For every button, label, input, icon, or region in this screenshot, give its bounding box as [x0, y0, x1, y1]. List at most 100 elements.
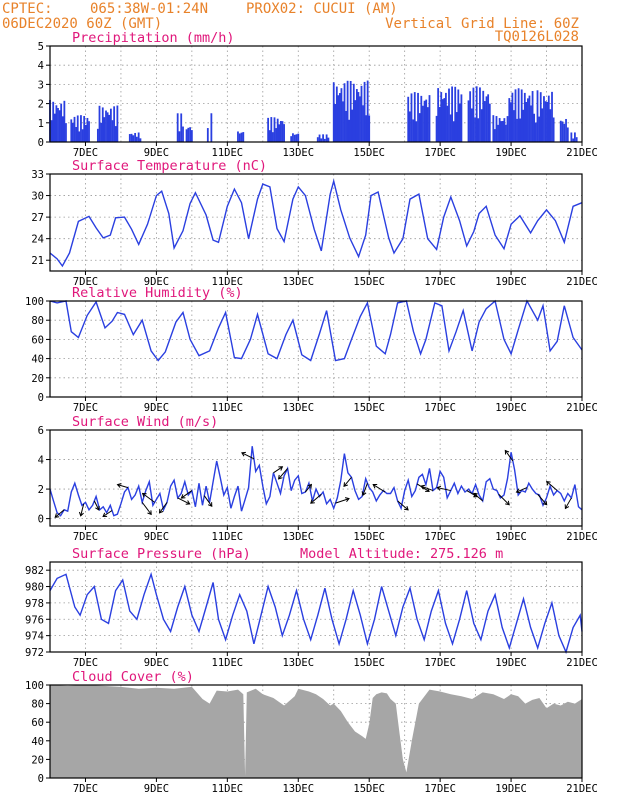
precipitation-bar: [559, 120, 562, 142]
wind-arrow: [273, 466, 284, 474]
precipitation-bar: [106, 112, 109, 142]
precipitation-bar: [574, 132, 576, 142]
precipitation-bar: [281, 121, 284, 142]
precipitation-bar: [60, 103, 63, 142]
wind-arrow: [343, 476, 352, 488]
precipitation-bar: [451, 86, 454, 142]
precipitation-bar: [275, 128, 277, 142]
humidity-title: Relative Humidity (%): [72, 285, 243, 301]
wind-xtick-label: 13DEC: [282, 531, 314, 543]
pressure-ytick-label: 976: [25, 614, 44, 626]
humidity-xtick-label: 11DEC: [212, 402, 244, 414]
wind-arrow-shaft: [102, 510, 113, 517]
precipitation-bar: [517, 88, 520, 142]
precipitation-bar: [71, 122, 74, 142]
precipitation-bar: [206, 128, 209, 142]
precipitation-bar: [278, 124, 281, 142]
wind-arrow-shaft: [304, 484, 312, 493]
precipitation-bar: [475, 86, 478, 142]
wind-arrow: [177, 497, 191, 505]
wind-arrow-head: [343, 482, 348, 488]
precipitation-bar: [180, 113, 183, 142]
precipitation-bar: [505, 124, 507, 142]
wind-arrow-head: [102, 512, 108, 518]
precipitation-bar: [437, 88, 440, 142]
precipitation-bar: [460, 94, 463, 142]
wind-arrow: [116, 483, 129, 489]
precipitation-bar: [485, 96, 488, 142]
wind-arrow-shaft: [241, 452, 255, 460]
precipitation-xtick-label: 11DEC: [212, 147, 244, 159]
pressure-xtick-label: 9DEC: [144, 657, 169, 669]
wind-arrow-head: [564, 504, 570, 510]
precipitation-xtick-label: 15DEC: [353, 147, 385, 159]
wind-arrow-head: [546, 481, 551, 486]
cloud-cover-title: Cloud Cover (%): [72, 669, 194, 685]
precipitation-bar: [527, 98, 529, 142]
wind-line: [49, 446, 583, 517]
precipitation-bar: [360, 85, 363, 142]
precipitation-bar: [134, 132, 137, 142]
precipitation-bar: [273, 117, 276, 142]
pressure-xtick-label: 19DEC: [495, 657, 527, 669]
precipitation-bar: [283, 124, 285, 142]
pressure-ytick-label: 978: [25, 598, 44, 610]
wind-arrow-head: [207, 502, 213, 507]
wind-arrow-head: [504, 449, 510, 455]
temperature-ytick-label: 27: [31, 212, 44, 224]
wind-arrow: [158, 502, 168, 514]
precipitation-bar: [182, 126, 184, 142]
precipitation-bar: [109, 108, 112, 142]
precipitation-bar: [426, 107, 429, 142]
precipitation-bar: [503, 118, 506, 142]
wind-title: Surface Wind (m/s): [72, 414, 218, 430]
wind-arrow: [498, 493, 510, 506]
precipitation-bar: [351, 109, 354, 142]
precipitation-bar: [276, 118, 279, 142]
precipitation-bar: [63, 100, 66, 142]
wind-arrow-shaft: [80, 503, 85, 516]
temperature-xtick-label: 17DEC: [424, 276, 456, 288]
wind-arrow-shaft: [343, 476, 352, 487]
wind-arrow-shaft: [54, 509, 65, 518]
precipitation-bar: [348, 119, 351, 142]
pressure-ytick-label: 982: [25, 565, 44, 577]
wind-arrow: [141, 502, 152, 516]
precipitation-bar: [444, 92, 447, 142]
precipitation-bar: [57, 108, 59, 142]
precipitation-bar: [448, 88, 450, 142]
humidity-xtick-label: 7DEC: [73, 402, 98, 414]
precipitation-bar: [458, 103, 461, 142]
precipitation-bar: [498, 118, 501, 142]
wind-arrow: [537, 493, 548, 506]
precipitation-bar: [495, 116, 498, 142]
precipitation-bar: [359, 96, 361, 142]
temperature-line: [49, 178, 583, 268]
header-code: TQ0126L028: [495, 29, 579, 45]
wind-arrow: [277, 468, 289, 480]
precipitation-bar: [423, 100, 426, 142]
cloud-cover-ytick-label: 100: [25, 680, 44, 692]
precipitation-bar: [470, 108, 473, 142]
precipitation-bar: [563, 123, 566, 142]
precipitation-bar: [506, 116, 509, 142]
temperature-frame: [49, 173, 583, 272]
precipitation-bar: [543, 96, 545, 142]
humidity-xtick-label: 19DEC: [495, 402, 527, 414]
precipitation-bar: [128, 134, 131, 142]
precipitation-bar: [487, 94, 490, 142]
precipitation-bar: [272, 132, 274, 142]
wind-arrow: [361, 482, 368, 497]
temperature-xtick-label: 11DEC: [212, 276, 244, 288]
humidity-line: [49, 299, 583, 362]
precipitation-xtick-label: 9DEC: [144, 147, 169, 159]
wind-arrow-head: [277, 474, 283, 480]
wind-arrow: [54, 509, 65, 518]
precipitation-bar: [268, 130, 271, 142]
precipitation-bar: [292, 133, 294, 142]
precipitation-bar: [81, 129, 84, 142]
precipitation-bar: [113, 106, 116, 142]
header-run: 06DEC2020 60Z (GMT): [2, 16, 162, 32]
cloud-cover-xtick-label: 17DEC: [424, 783, 456, 795]
